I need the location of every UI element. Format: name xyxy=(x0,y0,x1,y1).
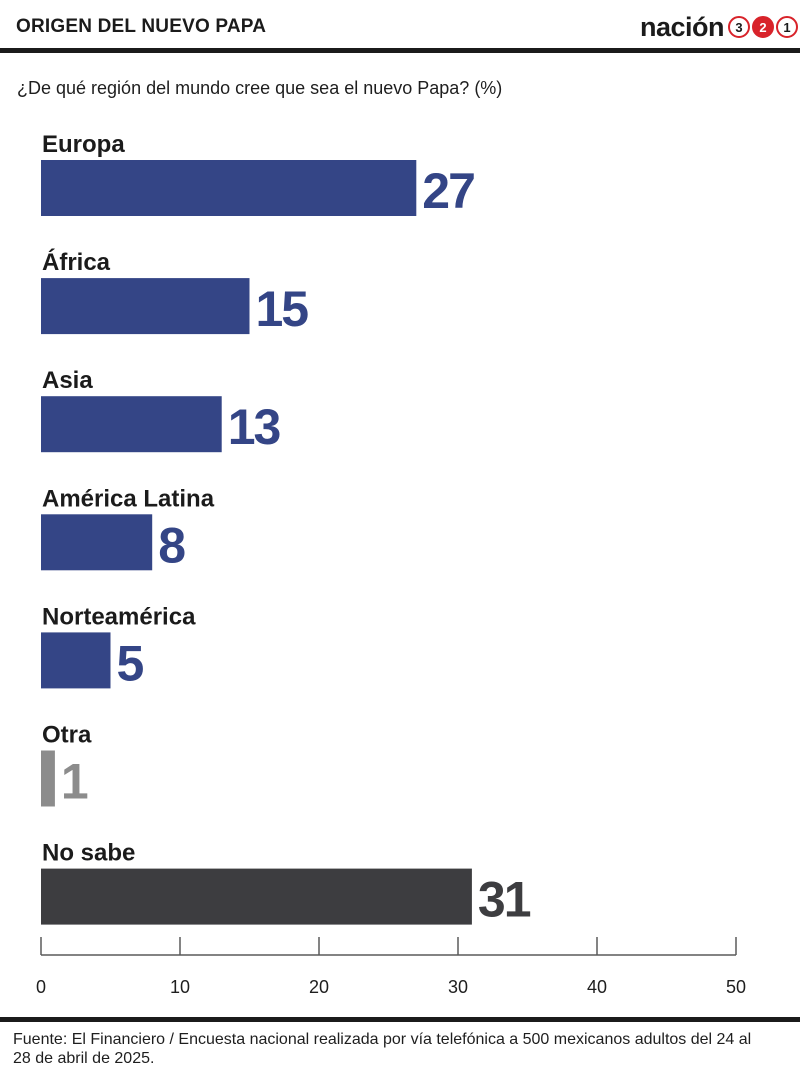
x-tick-label: 20 xyxy=(309,977,329,997)
value-label: 8 xyxy=(158,517,185,573)
category-label: Europa xyxy=(42,131,125,158)
category-label: África xyxy=(42,248,111,276)
value-label: 15 xyxy=(256,281,309,337)
source-note: Fuente: El Financiero / Encuesta naciona… xyxy=(13,1031,752,1067)
brand-digit-1: 1 xyxy=(776,16,798,38)
bar xyxy=(41,750,55,807)
bar xyxy=(41,160,417,216)
brand-digit-3: 3 xyxy=(728,16,750,38)
category-label: Norteamérica xyxy=(42,603,196,630)
bar xyxy=(41,514,153,571)
category-label: No sabe xyxy=(42,840,135,867)
bar xyxy=(41,396,222,453)
brand-digit-2: 2 xyxy=(752,16,774,38)
bar xyxy=(41,632,111,689)
bar xyxy=(41,868,472,925)
footer-divider xyxy=(0,1017,800,1022)
category-label: Asia xyxy=(42,367,93,394)
header-divider xyxy=(0,48,800,53)
value-label: 13 xyxy=(228,399,280,455)
x-tick-label: 10 xyxy=(170,977,190,997)
category-label: América Latina xyxy=(42,485,215,512)
bar xyxy=(41,278,250,335)
chart-question: ¿De qué región del mundo cree que sea el… xyxy=(17,78,503,98)
category-label: Otra xyxy=(42,722,92,749)
value-label: 31 xyxy=(478,872,531,928)
brand-logo: nación 3 2 1 xyxy=(640,10,798,44)
chart-header-title: ORIGEN DEL NUEVO PAPA xyxy=(16,16,267,37)
x-tick-label: 40 xyxy=(587,977,607,997)
value-label: 1 xyxy=(61,754,88,810)
x-tick-label: 50 xyxy=(726,977,746,997)
x-tick-label: 0 xyxy=(36,977,46,997)
value-label: 5 xyxy=(117,635,144,691)
brand-wordmark: nación xyxy=(639,11,725,42)
value-label: 27 xyxy=(422,163,474,219)
x-tick-label: 30 xyxy=(448,977,468,997)
